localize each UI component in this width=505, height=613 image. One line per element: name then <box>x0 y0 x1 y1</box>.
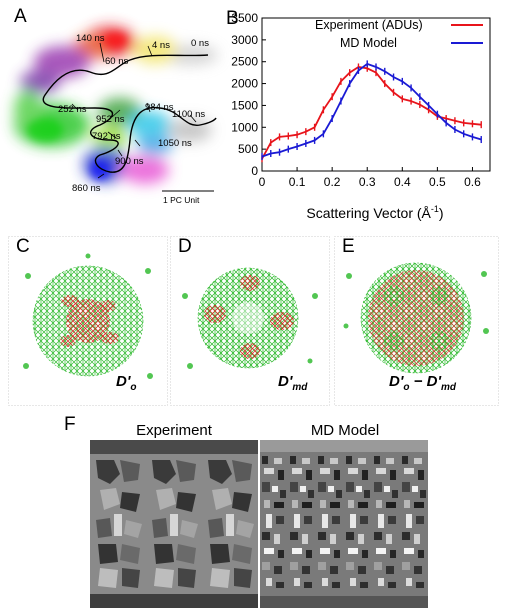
plot-frame <box>261 17 491 172</box>
y-tick-label: 1000 <box>231 120 258 134</box>
time-label-792: 792 ns <box>92 131 121 142</box>
time-label-860: 860 ns <box>72 183 101 194</box>
panel-b-label: B <box>226 8 239 29</box>
scale-bar-label: 1 PC Unit <box>163 195 200 205</box>
panel-a-embedding: 140 ns 4 ns 0 ns 60 ns 252 ns 984 ns 952… <box>14 26 218 205</box>
annotation-d-md: D'md <box>278 373 308 393</box>
time-label-0: 0 ns <box>191 38 209 49</box>
panel-c-label: C <box>16 236 30 257</box>
time-label-900: 900 ns <box>115 156 144 167</box>
time-label-952: 952 ns <box>96 114 125 125</box>
time-label-984: 984 ns <box>145 102 174 113</box>
x-axis-label: Scattering Vector (Å-1) <box>306 204 443 221</box>
density-map-difference: D'o − D'md <box>334 236 499 406</box>
density-map-experiment: D'o <box>8 236 168 406</box>
experiment-title: Experiment <box>136 422 212 439</box>
legend-experiment-label: Experiment (ADUs) <box>315 18 423 32</box>
panel-f-label: F <box>64 414 76 435</box>
series-line-md-model <box>261 62 482 158</box>
x-tick-label: 0.4 <box>394 175 411 189</box>
y-tick-label: 3000 <box>231 33 258 47</box>
y-tick-label: 2000 <box>231 77 258 91</box>
time-label-4: 4 ns <box>152 40 170 51</box>
time-label-1100: 1100 ns <box>172 109 205 120</box>
x-tick-label: 0.1 <box>289 175 306 189</box>
x-tick-label: 0.6 <box>464 175 481 189</box>
projection-experiment <box>90 440 258 608</box>
density-map-md: D'md <box>170 236 330 406</box>
annotation-d-o: D'o <box>116 373 137 393</box>
y-tick-label: 0 <box>251 164 258 178</box>
series-line-experiment <box>261 66 482 160</box>
y-tick-label: 1500 <box>231 98 258 112</box>
panel-a-label: A <box>14 6 27 27</box>
time-label-60: 60 ns <box>105 56 128 67</box>
panel-d-label: D <box>178 236 192 257</box>
legend-md-label: MD Model <box>340 36 397 50</box>
x-tick-label: 0 <box>259 175 266 189</box>
time-label-140: 140 ns <box>76 33 105 44</box>
y-tick-label: 3500 <box>231 11 258 25</box>
scattering-chart: 0 500 1000 1500 2000 2500 3000 3500 0 0.1 0.2 0.3 0.… <box>231 11 491 221</box>
projection-md-model <box>260 440 428 608</box>
md-model-title: MD Model <box>310 422 380 439</box>
x-tick-label: 0.2 <box>324 175 341 189</box>
trajectory-curve <box>42 54 217 173</box>
x-tick-label: 0.3 <box>359 175 376 189</box>
x-tick-label: 0.5 <box>429 175 446 189</box>
y-tick-label: 2500 <box>231 55 258 69</box>
panel-e-label: E <box>342 236 355 257</box>
y-tick-label: 500 <box>238 142 258 156</box>
annotation-difference: D'o − D'md <box>389 373 457 393</box>
time-label-252: 252 ns <box>58 104 87 115</box>
time-label-1050: 1050 ns <box>158 138 192 149</box>
